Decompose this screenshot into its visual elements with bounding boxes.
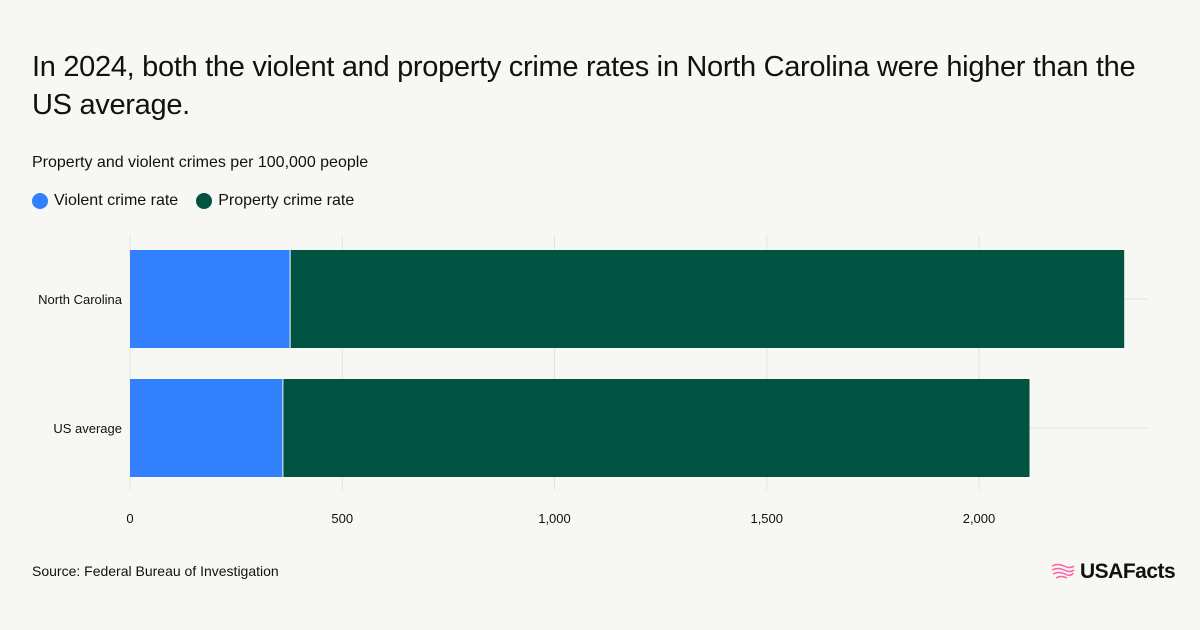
usafacts-logo: USAFacts (1050, 560, 1176, 584)
chart-title: In 2024, both the violent and property c… (32, 51, 1136, 121)
bar-violent-us-average (130, 379, 283, 477)
x-tick-label: 2,000 (963, 511, 996, 526)
legend-label-property: Property crime rate (218, 192, 355, 209)
chart-subtitle: Property and violent crimes per 100,000 … (32, 154, 369, 171)
bar-property-us-average (283, 379, 1030, 477)
legend-item-property: Property crime rate (196, 192, 354, 210)
source-note: Source: Federal Bureau of Investigation (32, 563, 279, 579)
x-tick-label: 0 (126, 511, 133, 526)
bar-violent-north-carolina (130, 250, 290, 348)
bar-property-north-carolina (290, 250, 1125, 348)
y-tick-label: US average (53, 421, 122, 436)
us-map-icon (1051, 563, 1075, 579)
legend-swatch-violent (32, 193, 48, 209)
x-tick-label: 1,500 (750, 511, 783, 526)
x-tick-label: 500 (331, 511, 353, 526)
legend-swatch-property (196, 193, 213, 209)
legend-item-violent: Violent crime rate (32, 192, 178, 210)
y-tick-label: North Carolina (38, 292, 123, 307)
x-tick-label: 1,000 (538, 511, 571, 526)
logo-text: USAFacts (1080, 560, 1176, 583)
legend: Violent crime rate Property crime rate (32, 192, 354, 210)
legend-label-violent: Violent crime rate (54, 192, 179, 209)
